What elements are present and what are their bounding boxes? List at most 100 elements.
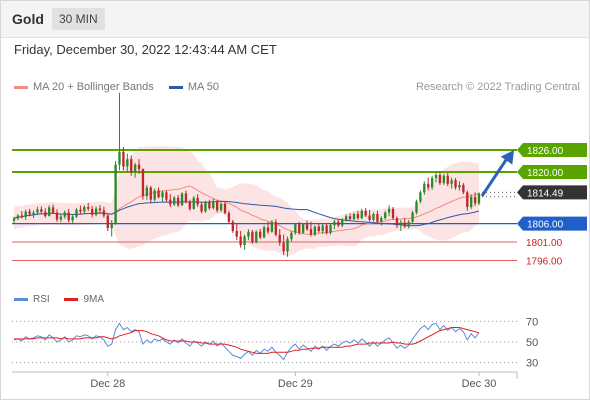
candle [239,236,242,245]
rsi-legend: RSI 9MA [14,294,116,305]
candle [411,212,414,222]
candle [372,214,375,220]
candles [12,92,481,257]
candle [391,208,395,219]
candle [200,204,203,212]
level-label-2: 1806.00 [527,220,564,231]
candle [130,159,133,173]
candle [247,231,250,237]
candle [161,192,164,198]
symbol-title: Gold [12,11,44,27]
candle [298,224,301,233]
candle [333,221,336,226]
legend-bollinger-label: MA 20 + Bollinger Bands [33,81,154,93]
candle [204,202,207,212]
legend-rsi: RSI [14,294,50,305]
level-label-4: 1796.00 [526,256,563,267]
x-tick-label-1: Dec 29 [278,378,313,390]
level-tag-1 [517,165,587,180]
candle [251,231,254,243]
bollinger-swatch [14,85,28,89]
legend-bollinger: MA 20 + Bollinger Bands [14,81,154,93]
candle [114,164,117,224]
price-legend: MA 20 + Bollinger Bands MA 50 [14,81,231,93]
candle [368,215,371,220]
candle [102,210,106,216]
candle [231,221,234,231]
candle [423,183,426,193]
candle [40,209,43,212]
candle [446,175,449,184]
candle [106,215,109,229]
candle [176,197,180,206]
candle [290,232,293,240]
candle [317,226,320,231]
candle [305,224,309,230]
forecast-arrow-shaft [480,156,510,197]
candle [442,175,446,184]
candle [278,234,281,243]
source-credit: Research © 2022 Trading Central [415,81,580,93]
candle [262,227,266,238]
legend-9ma-label: 9MA [83,294,105,305]
candle [470,197,473,208]
header-bar: Gold 30 MIN [1,1,589,38]
candle [403,222,406,227]
candle [169,199,172,205]
candle [438,175,442,184]
candle [44,211,47,216]
candle [399,222,403,226]
rsi-tick-label-0: 70 [526,316,538,328]
candle [149,187,152,200]
candle [133,164,137,173]
candle [83,207,86,212]
candle [427,183,430,188]
candle [360,210,363,219]
candle [407,221,410,227]
forecast-arrow-head [500,149,514,165]
rsi-tick-label-1: 50 [526,337,538,349]
candle [313,226,317,235]
candle [329,225,332,233]
candle [450,180,453,184]
candle [118,151,121,165]
candle [348,216,352,220]
rsi-tick-label-2: 30 [526,358,538,370]
candle [301,224,305,233]
candle [458,184,461,188]
candle [55,212,59,220]
timeframe-badge[interactable]: 30 MIN [52,8,105,30]
candle [243,236,246,245]
legend-9ma: 9MA [64,294,104,305]
candle [12,218,16,221]
candle [454,180,457,188]
candle [208,202,211,209]
candle [98,208,102,211]
candle [110,223,113,229]
current-price-label: 1814.49 [527,188,564,199]
candle [219,203,223,211]
candle [36,209,39,213]
candle [67,212,70,221]
candle [341,219,344,226]
candle [20,215,23,217]
level-label-0: 1826.00 [527,146,564,157]
candle [196,197,199,205]
candle [188,202,192,209]
candle [462,184,465,193]
candle [325,225,328,233]
candle [477,193,481,204]
candle [24,211,27,217]
candle [16,215,20,219]
candle [153,190,156,200]
candle [294,224,297,233]
legend-ma50: MA 50 [168,81,219,93]
candle [395,218,399,226]
candle [94,208,98,215]
candle [430,177,434,188]
candle [71,216,74,221]
candle [126,159,129,167]
candle [87,207,90,209]
candle [274,221,277,235]
